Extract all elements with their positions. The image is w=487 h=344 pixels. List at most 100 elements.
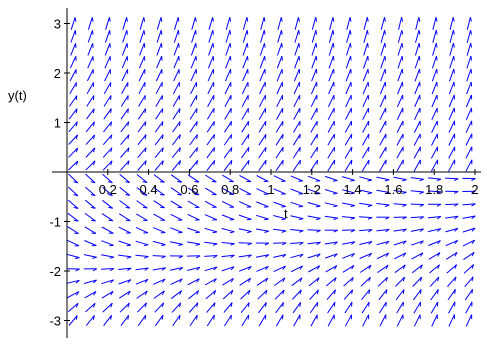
slope-arrow [432,42,438,56]
slope-arrow [411,252,424,260]
slope-arrow [413,120,421,133]
slope-arrow [430,301,439,314]
slope-arrow [414,55,421,69]
slope-arrow [324,202,338,208]
slope-arrow [294,17,300,30]
slope-arrow [324,241,338,246]
slope-arrow [256,277,269,286]
slope-arrow [327,146,336,159]
slope-arrow [224,108,232,120]
slope-arrow [102,199,114,209]
y-axis-ticks: -3 -2 -1 1 2 3 [49,17,70,329]
slope-arrow [327,94,335,108]
slope-arrow [69,82,77,94]
slope-arrow [361,301,370,314]
slope-arrow [397,30,404,43]
slope-arrow [187,227,200,234]
slope-arrow [277,17,283,30]
slope-arrow [324,229,338,233]
y-tick-label: 2 [54,66,61,81]
slope-arrow [68,160,79,171]
slope-arrow [394,252,407,260]
slope-arrow [121,43,128,56]
slope-arrow [153,213,166,221]
slope-arrow [223,160,233,172]
slope-arrow [238,201,252,208]
slope-arrow [187,241,201,246]
slope-arrow [449,68,455,82]
x-axis-ticks: 0.2 0.4 0.6 0.8 1 1.2 1.4 1.6 1.8 2 [99,169,479,197]
slope-arrow [397,42,404,56]
slope-arrow [273,175,286,182]
slope-arrow [363,42,369,56]
slope-arrow [465,133,473,146]
slope-arrow [393,176,407,182]
slope-arrow [393,203,407,207]
slope-arrow [104,30,111,43]
slope-arrow [204,200,217,208]
slope-arrow [139,43,146,56]
slope-arrow [362,81,369,95]
slope-arrow [204,266,218,272]
slope-arrow [377,264,389,274]
slope-arrow [189,108,198,120]
slope-arrow [69,56,77,69]
slope-arrow [102,173,113,184]
slope-arrow [172,95,181,107]
slope-arrow [324,189,338,195]
slope-arrow [152,278,166,285]
slope-arrow [359,252,372,259]
slope-arrow [342,241,356,245]
slope-arrow [259,81,266,95]
slope-arrow [415,29,421,43]
slope-arrow [155,82,163,95]
slope-arrow [118,226,131,234]
slope-arrow [258,94,266,108]
slope-arrow [413,133,421,146]
slope-arrow [187,213,200,221]
axes [52,8,481,338]
slope-arrow [362,133,370,146]
slope-arrow [239,174,252,183]
slope-arrow [462,190,476,194]
x-axis-label: t [284,206,288,221]
slope-arrow [395,276,406,287]
slope-arrow [326,289,336,300]
slope-arrow [135,240,149,247]
slope-arrow [205,290,217,300]
slope-arrow [362,120,370,133]
slope-arrow [464,289,473,301]
slope-arrow [67,291,80,299]
slope-arrow [222,289,234,300]
slope-arrow [361,289,371,301]
slope-arrow [241,134,250,146]
slope-arrow [241,94,249,107]
slope-arrow [221,200,235,208]
slope-arrow [84,199,96,209]
slope-arrow [431,314,438,327]
slope-arrow [445,203,459,207]
slope-arrow [223,134,233,146]
slope-arrow [256,175,269,182]
slope-arrow [238,214,252,221]
slope-arrow [120,108,129,120]
slope-arrow [449,17,455,30]
slope-arrow [242,17,249,30]
slope-arrow [378,289,388,301]
slope-arrow [359,202,373,208]
slope-arrow [293,81,301,95]
slope-arrow [344,120,352,133]
slope-arrow [101,240,114,247]
slope-arrow [103,121,113,133]
y-tick-label: -1 [49,215,61,230]
slope-arrow [172,82,180,95]
slope-arrow [169,267,184,271]
slope-arrow [275,302,284,314]
slope-arrow [120,160,130,171]
slope-arrow [173,56,180,69]
slope-arrow [466,17,472,30]
slope-arrow [290,175,303,182]
slope-arrow [277,43,283,56]
slope-arrow [258,302,267,314]
